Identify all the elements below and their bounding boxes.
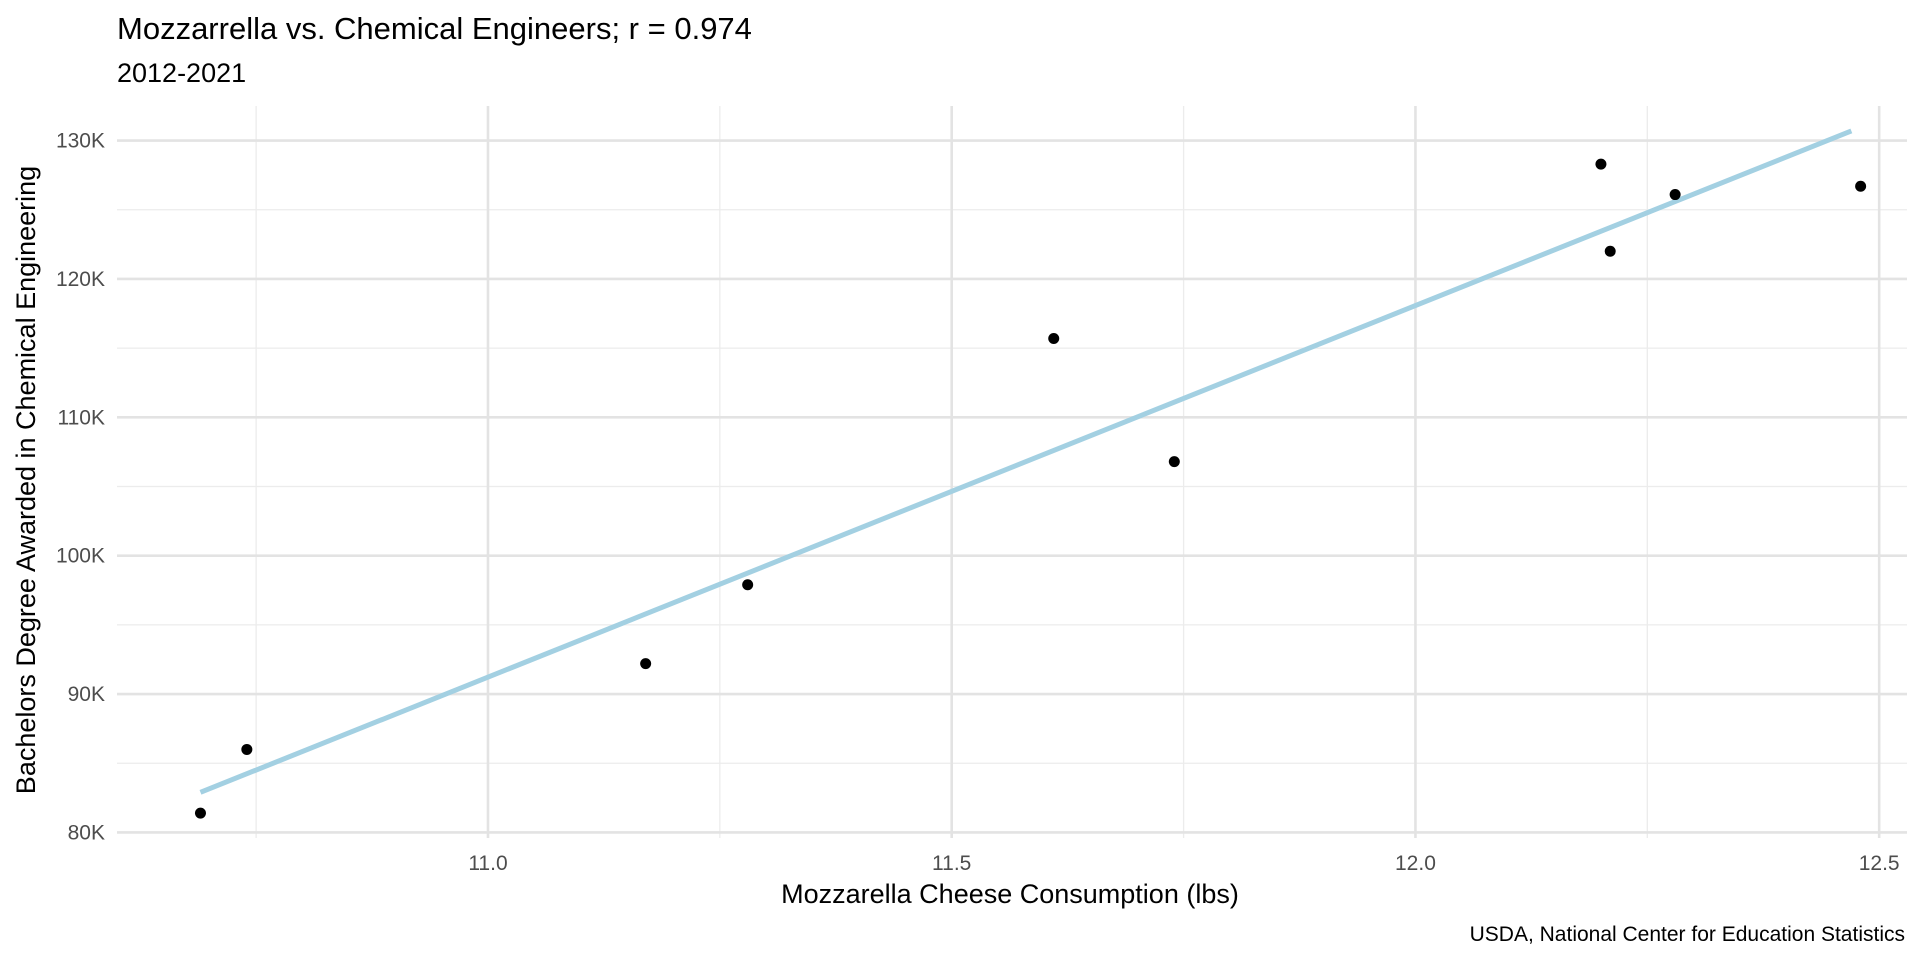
y-axis-tick-labels: 80K 90K 100K 110K 120K 130K	[56, 130, 105, 845]
data-point	[640, 658, 652, 670]
major-gridlines	[117, 106, 1907, 838]
data-point	[1168, 456, 1180, 468]
y-tick-label: 130K	[56, 130, 105, 153]
data-points	[194, 158, 1867, 819]
data-point	[1855, 180, 1867, 192]
x-axis-title: Mozzarella Cheese Consumption (lbs)	[781, 879, 1239, 909]
chart-caption: USDA, National Center for Education Stat…	[1470, 923, 1905, 946]
data-point	[194, 807, 206, 819]
x-tick-label: 11.0	[468, 852, 507, 875]
x-tick-label: 12.0	[1395, 852, 1436, 875]
chart-title: Mozzarrella vs. Chemical Engineers; r = …	[117, 11, 752, 46]
y-tick-label: 90K	[68, 683, 105, 706]
data-point	[1048, 332, 1060, 344]
trend-line	[199, 128, 1853, 795]
trend-line-layer	[199, 128, 1853, 795]
y-axis-title: Bachelors Degree Awarded in Chemical Eng…	[11, 166, 41, 794]
data-point	[241, 743, 253, 755]
x-tick-label: 11.5	[932, 852, 971, 875]
data-point	[1595, 158, 1607, 170]
x-tick-label: 12.5	[1859, 852, 1900, 875]
y-tick-label: 110K	[58, 406, 106, 429]
x-axis-tick-labels: 11.0 11.5 12.0 12.5	[468, 852, 1899, 875]
y-tick-label: 100K	[56, 545, 105, 568]
minor-gridlines	[117, 106, 1907, 838]
y-tick-label: 120K	[56, 268, 105, 291]
data-point	[1604, 245, 1616, 257]
data-point	[1669, 189, 1681, 201]
chart-subtitle: 2012-2021	[117, 58, 246, 88]
y-tick-label: 80K	[68, 821, 105, 844]
data-point	[742, 579, 754, 591]
